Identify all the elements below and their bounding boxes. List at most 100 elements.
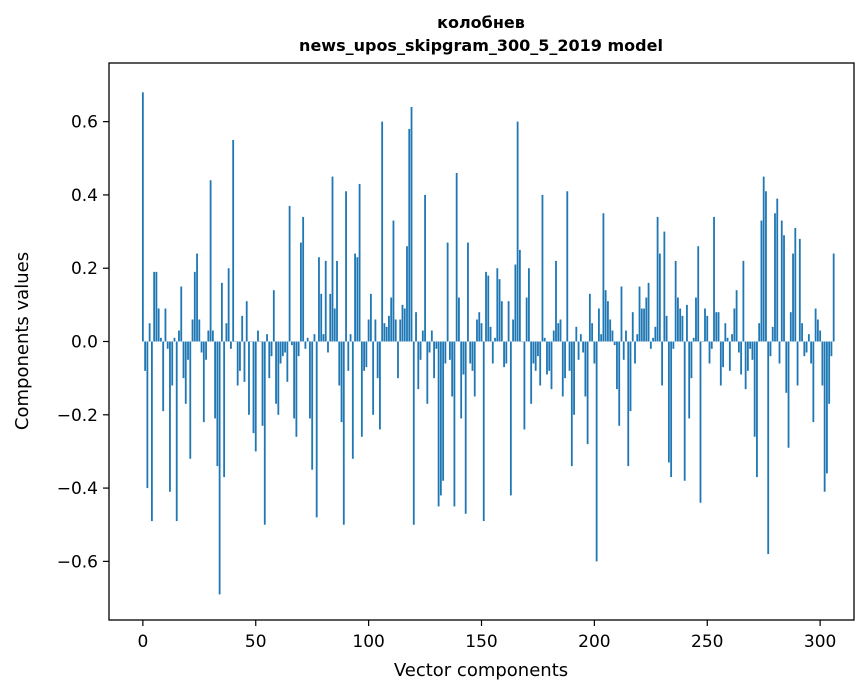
- y-tick-label-0: −0.6: [57, 552, 98, 572]
- bar-9: [162, 341, 165, 412]
- bar-115: [401, 304, 404, 342]
- bar-18: [182, 341, 185, 379]
- bar-50: [254, 341, 257, 452]
- bar-291: [798, 238, 801, 342]
- bar-72: [304, 341, 307, 349]
- bar-23: [193, 271, 196, 342]
- bar-277: [767, 341, 770, 555]
- bar-267: [744, 341, 747, 390]
- bar-172: [530, 341, 533, 404]
- bar-176: [539, 341, 542, 386]
- bar-171: [528, 268, 530, 342]
- bar-292: [801, 323, 803, 342]
- bar-252: [710, 341, 713, 349]
- bar-55: [266, 334, 268, 342]
- bar-69: [297, 341, 300, 357]
- bar-15: [175, 341, 178, 522]
- bar-125: [424, 194, 426, 342]
- bar-193: [577, 341, 580, 360]
- bar-21: [189, 341, 192, 459]
- bar-195: [582, 341, 584, 353]
- bar-109: [388, 315, 390, 342]
- bar-30: [209, 180, 212, 342]
- bar-266: [742, 260, 745, 342]
- bar-257: [722, 341, 724, 368]
- bar-231: [663, 231, 666, 342]
- bar-256: [719, 341, 722, 386]
- bar-303: [826, 341, 828, 474]
- bar-205: [604, 290, 607, 342]
- bar-37: [225, 323, 228, 342]
- bar-20: [187, 341, 189, 360]
- bar-223: [645, 297, 648, 342]
- bar-198: [588, 293, 591, 342]
- bar-161: [505, 341, 508, 364]
- bar-299: [816, 319, 819, 342]
- bar-33: [216, 341, 219, 467]
- bar-56: [268, 341, 271, 379]
- bar-288: [792, 253, 794, 342]
- bar-239: [681, 315, 684, 342]
- bar-297: [812, 341, 815, 423]
- bar-42: [236, 341, 239, 386]
- bar-29: [207, 330, 210, 342]
- bar-95: [356, 257, 359, 342]
- bar-228: [656, 216, 659, 342]
- bar-210: [616, 341, 618, 390]
- bar-74: [309, 341, 311, 419]
- bar-93: [351, 341, 354, 459]
- bar-260: [728, 341, 731, 371]
- bar-87: [338, 341, 341, 386]
- bar-220: [638, 286, 641, 342]
- bar-132: [439, 341, 442, 496]
- bar-295: [807, 334, 810, 342]
- bar-169: [523, 341, 526, 430]
- bar-170: [525, 297, 528, 342]
- bar-128: [430, 330, 433, 342]
- bar-135: [446, 242, 449, 342]
- bar-5: [153, 271, 156, 342]
- bar-189: [568, 341, 571, 371]
- bar-217: [631, 312, 634, 342]
- x-tick-label-200: 200: [578, 632, 610, 652]
- bar-216: [629, 341, 632, 412]
- bar-88: [340, 341, 343, 423]
- bar-181: [550, 341, 553, 390]
- bar-79: [320, 293, 323, 342]
- y-axis-ticks: −0.6 −0.4 −0.2 0.0 0.2 0.4 0.6: [57, 113, 109, 572]
- bar-108: [385, 326, 388, 342]
- x-tick-label-100: 100: [352, 632, 384, 652]
- bar-32: [214, 341, 217, 419]
- bar-112: [394, 319, 397, 342]
- bar-155: [491, 341, 494, 364]
- bar-150: [480, 323, 483, 342]
- bar-298: [814, 308, 817, 342]
- bar-264: [737, 341, 740, 353]
- bar-86: [336, 260, 338, 342]
- bar-213: [622, 341, 625, 360]
- x-axis-label: Vector components: [394, 660, 568, 681]
- bar-304: [828, 341, 831, 404]
- bar-186: [561, 341, 564, 397]
- bar-243: [690, 341, 693, 379]
- bar-238: [679, 308, 682, 342]
- bar-240: [683, 341, 686, 481]
- bar-199: [591, 323, 594, 342]
- bar-100: [367, 319, 370, 342]
- bar-134: [444, 341, 447, 364]
- bar-273: [758, 323, 761, 342]
- bar-96: [358, 183, 361, 342]
- bar-35: [220, 282, 223, 342]
- bar-163: [509, 341, 512, 496]
- bar-244: [692, 337, 695, 342]
- bar-92: [349, 334, 352, 342]
- bar-45: [243, 341, 246, 382]
- bar-59: [275, 341, 277, 404]
- bar-137: [451, 341, 454, 397]
- bar-38: [227, 268, 230, 342]
- bar-148: [476, 319, 478, 342]
- bar-81: [324, 260, 327, 342]
- bar-116: [403, 308, 406, 342]
- bar-196: [584, 341, 587, 397]
- bar-102: [372, 341, 375, 415]
